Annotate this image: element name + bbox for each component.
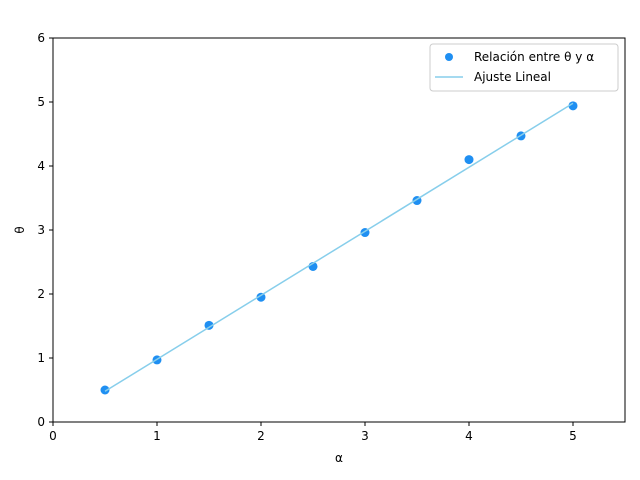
x-tick-label: 4 bbox=[465, 429, 473, 443]
x-axis-label: α bbox=[335, 451, 343, 465]
data-point bbox=[204, 320, 214, 330]
y-tick-label: 2 bbox=[37, 287, 45, 301]
x-tick-label: 3 bbox=[361, 429, 369, 443]
legend-label-scatter: Relación entre θ y α bbox=[474, 50, 594, 64]
y-tick-label: 4 bbox=[37, 159, 45, 173]
legend: Relación entre θ y α Ajuste Lineal bbox=[429, 43, 619, 92]
fit-line bbox=[104, 102, 574, 392]
data-point bbox=[464, 155, 474, 165]
x-axis: 0 1 2 3 4 5 bbox=[49, 422, 577, 443]
plot-area bbox=[53, 38, 625, 422]
x-tick-label: 5 bbox=[569, 429, 577, 443]
x-tick-label: 0 bbox=[49, 429, 57, 443]
legend-marker-scatter bbox=[445, 53, 453, 61]
y-axis: 0 1 2 3 4 5 6 bbox=[37, 31, 53, 429]
y-tick-label: 1 bbox=[37, 351, 45, 365]
x-tick-label: 2 bbox=[257, 429, 265, 443]
x-tick-label: 1 bbox=[153, 429, 161, 443]
series-layer bbox=[100, 101, 578, 395]
y-tick-label: 3 bbox=[37, 223, 45, 237]
y-tick-label: 5 bbox=[37, 95, 45, 109]
data-point bbox=[100, 385, 110, 395]
data-point bbox=[256, 292, 266, 302]
y-tick-label: 6 bbox=[37, 31, 45, 45]
legend-label-line: Ajuste Lineal bbox=[474, 70, 551, 84]
y-axis-label: θ bbox=[13, 226, 27, 233]
y-tick-label: 0 bbox=[37, 415, 45, 429]
legend-box bbox=[429, 43, 619, 92]
data-point bbox=[568, 101, 578, 111]
